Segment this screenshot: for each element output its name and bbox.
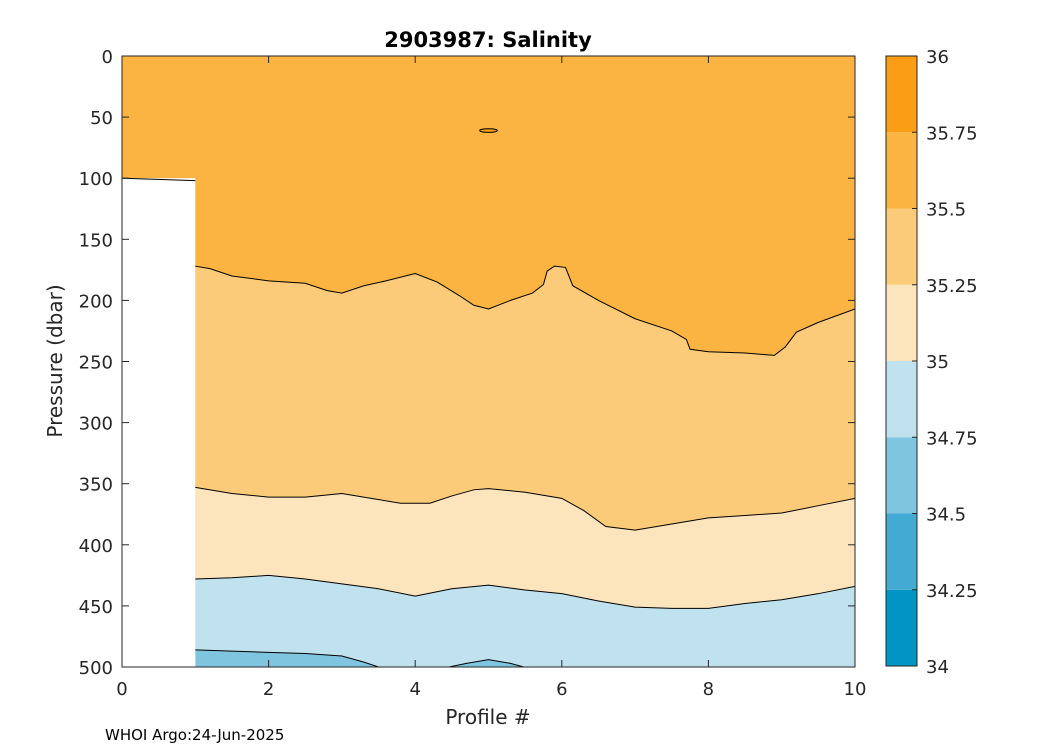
x-tick-label-8: 8 [703, 679, 714, 700]
band-below-35 [195, 575, 855, 667]
contour-line-34.75-4 [446, 659, 526, 667]
contour-line-34.75-3 [195, 649, 381, 667]
band-below-34.75-0 [195, 649, 379, 667]
colorbar-tick-label-34.5: 34.5 [926, 505, 966, 526]
colorbar-segment-34.5 [886, 437, 917, 514]
colorbar-segment-35.5 [886, 132, 917, 209]
y-tick-label-200: 200 [79, 291, 113, 312]
y-tick-label-150: 150 [79, 230, 113, 251]
no-data-edge [122, 177, 196, 182]
x-tick-label-6: 6 [556, 679, 567, 700]
y-tick-label-0: 0 [102, 47, 113, 68]
x-tick-label-2: 2 [263, 679, 274, 700]
colorbar-tick-label-36: 36 [926, 47, 949, 68]
y-tick-label-300: 300 [79, 414, 113, 435]
colorbar-tick-label-35: 35 [926, 352, 949, 373]
x-axis-label: Profile # [445, 705, 530, 729]
colorbar-tick-label-35.75: 35.75 [926, 123, 978, 144]
y-tick-label-400: 400 [79, 536, 113, 557]
no-data-region [122, 178, 196, 667]
x-tick-label-10: 10 [844, 679, 867, 700]
colorbar-segment-34.25 [886, 513, 917, 590]
footer-credit: WHOI Argo:24-Jun-2025 [105, 726, 284, 744]
y-axis-label: Pressure (dbar) [43, 284, 67, 437]
x-axis: 0 2 4 6 8 10 [116, 56, 866, 700]
contour-line-35.25-1 [195, 486, 855, 531]
contour-line-35.5-0 [195, 265, 855, 356]
colorbar-tick-label-34: 34 [926, 657, 949, 678]
plot-area [122, 56, 855, 667]
x-tick-label-0: 0 [116, 679, 127, 700]
y-tick-label-50: 50 [90, 108, 113, 129]
contour-lines [195, 265, 855, 667]
y-tick-label-350: 350 [79, 475, 113, 496]
colorbar-tick-label-35.25: 35.25 [926, 276, 978, 297]
colorbar-segment-34.75 [886, 361, 917, 438]
colorbar-segment-35.75 [886, 56, 917, 133]
island-35.75-0 [479, 128, 498, 133]
contour-line-35-2 [195, 574, 855, 609]
colorbar-tick-label-34.25: 34.25 [926, 581, 978, 602]
y-tick-label-100: 100 [79, 169, 113, 190]
y-tick-label-450: 450 [79, 597, 113, 618]
colorbar-tick-label-35.5: 35.5 [926, 200, 966, 221]
colorbar-segment-35 [886, 284, 917, 361]
y-tick-label-250: 250 [79, 353, 113, 374]
y-tick-label-500: 500 [79, 658, 113, 679]
band-below-34.75-1 [448, 659, 524, 667]
colorbar: 34 34.25 34.5 34.75 35 35.25 35.5 35.75 36 [885, 47, 978, 678]
y-axis: 0 50 100 150 200 250 300 350 400 450 500 [79, 47, 855, 679]
x-tick-label-4: 4 [409, 679, 420, 700]
chart-title: 2903987: Salinity [384, 28, 592, 52]
colorbar-segment-35.25 [886, 208, 917, 285]
colorbar-tick-label-34.75: 34.75 [926, 428, 978, 449]
colorbar-segment-34 [886, 589, 917, 666]
